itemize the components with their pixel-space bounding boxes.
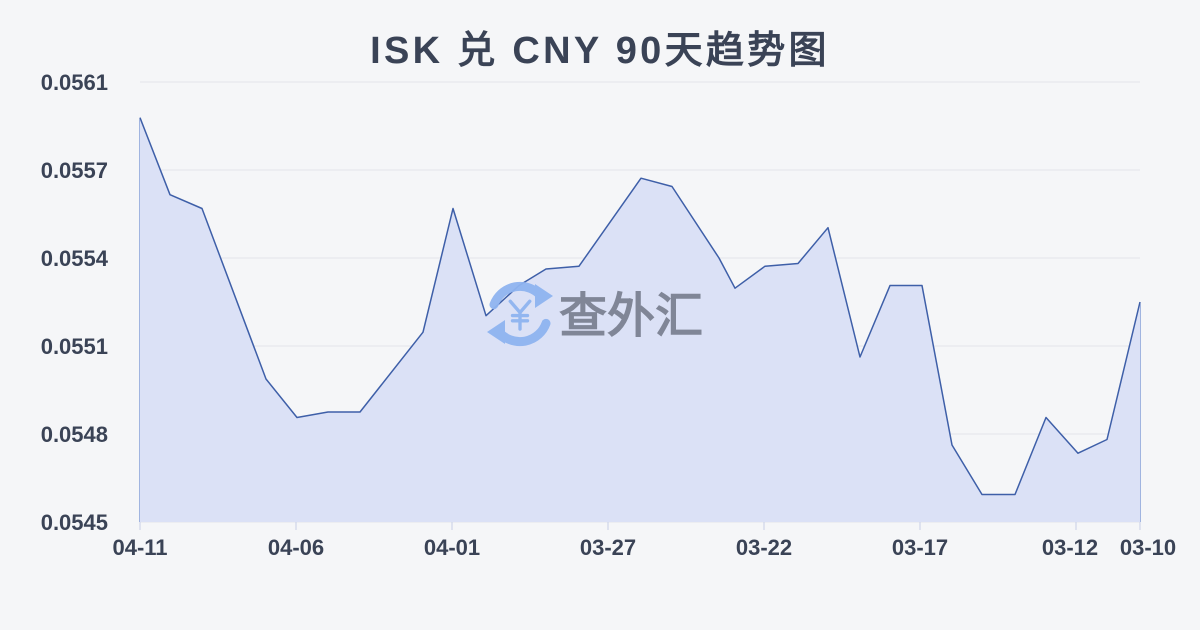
svg-text:0.0551: 0.0551 [41,334,108,359]
svg-text:04-01: 04-01 [424,535,480,560]
svg-text:04-11: 04-11 [112,535,167,560]
svg-text:0.0548: 0.0548 [41,422,108,447]
svg-text:03-17: 03-17 [892,535,948,560]
svg-text:0.0554: 0.0554 [41,246,109,271]
svg-text:03-12: 03-12 [1042,535,1098,560]
svg-text:0.0561: 0.0561 [41,70,108,95]
svg-text:04-06: 04-06 [268,535,324,560]
svg-text:03-10: 03-10 [1120,535,1176,560]
svg-text:0.0545: 0.0545 [41,510,108,535]
svg-text:03-27: 03-27 [580,535,636,560]
svg-text:查外汇: 查外汇 [559,290,703,343]
svg-text:0.0557: 0.0557 [41,158,108,183]
svg-text:03-22: 03-22 [736,535,792,560]
